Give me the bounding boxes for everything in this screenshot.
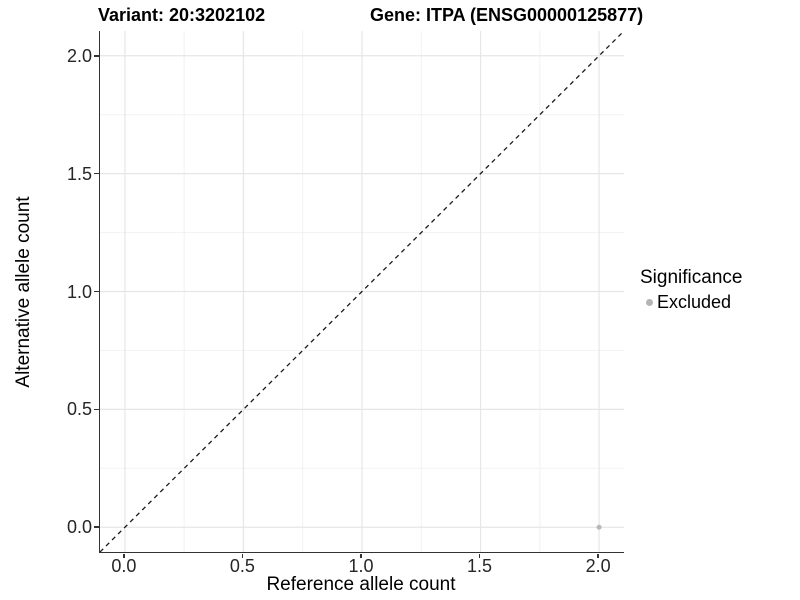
plot-panel — [99, 31, 624, 553]
y-tick-label: 0.5 — [66, 399, 92, 420]
data-point — [596, 524, 602, 530]
gene-title: Gene: ITPA (ENSG00000125877) — [370, 5, 644, 25]
y-tick-mark — [94, 526, 99, 528]
x-tick-label: 0.5 — [229, 556, 255, 576]
x-tick-mark — [241, 553, 244, 558]
variant-title: Variant: 20:3202102 — [98, 5, 266, 25]
x-tick-label: 1.0 — [348, 556, 374, 576]
excluded-dot-icon — [646, 298, 653, 306]
y-tick-label: 1.0 — [66, 281, 92, 302]
x-tick-label: 2.0 — [585, 556, 611, 576]
x-tick-label: 1.5 — [467, 556, 493, 576]
legend: Significance Excluded — [640, 267, 742, 313]
legend-entry-excluded: Excluded — [640, 291, 742, 313]
identity-line — [100, 31, 624, 552]
y-tick-mark — [94, 290, 99, 293]
plot-area — [100, 31, 624, 552]
x-tick-mark — [597, 553, 599, 558]
x-tick-mark — [360, 553, 362, 558]
x-tick-label: 0.0 — [111, 556, 137, 576]
y-tick-mark — [94, 55, 99, 57]
legend-entry-label: Excluded — [657, 291, 732, 312]
y-tick-label: 2.0 — [66, 45, 92, 66]
y-tick-mark — [94, 172, 99, 175]
y-tick-label: 1.5 — [66, 163, 92, 184]
y-tick-label: 0.0 — [66, 517, 92, 538]
x-axis-title: Reference allele count — [266, 574, 456, 595]
y-tick-mark — [94, 408, 99, 411]
x-tick-mark — [478, 553, 481, 558]
legend-title: Significance — [640, 267, 743, 288]
x-tick-mark — [123, 553, 125, 558]
